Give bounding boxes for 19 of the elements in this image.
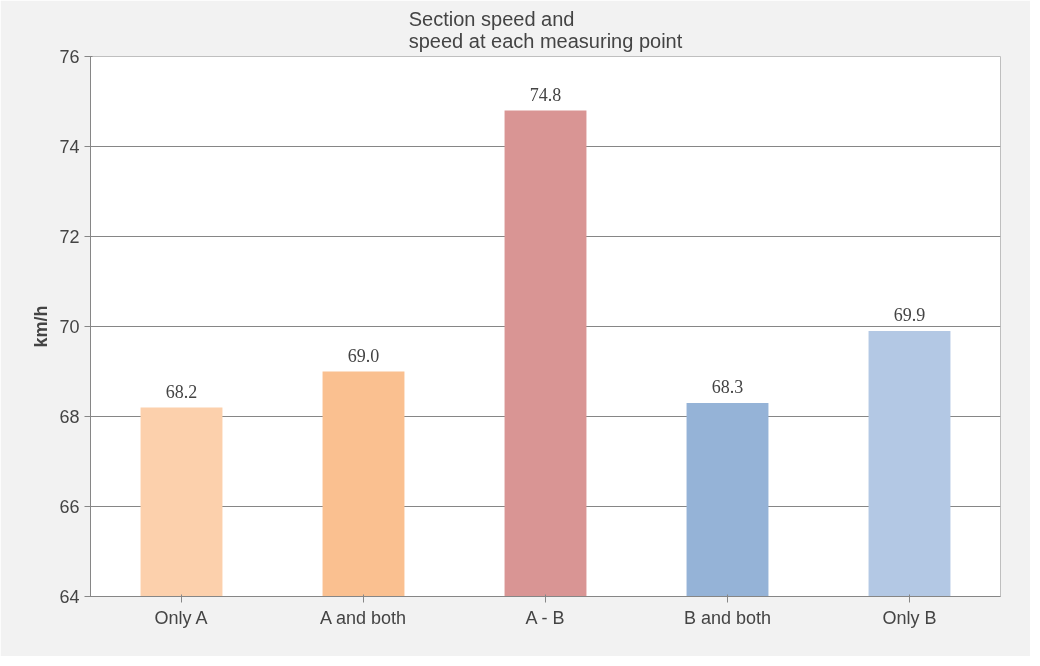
- data-label: 68.3: [711, 377, 744, 397]
- x-tick-label: Only A: [154, 607, 208, 628]
- x-tick-label: Only B: [882, 607, 937, 628]
- y-tick-label: 66: [59, 497, 80, 517]
- data-label: 74.8: [529, 84, 562, 105]
- y-tick-label: 70: [59, 317, 80, 337]
- y-tick-label: 64: [59, 587, 80, 607]
- x-tick-label: B and both: [683, 607, 772, 628]
- x-tick-label: A - B: [525, 607, 565, 628]
- data-label: 69.0: [347, 345, 380, 366]
- chart-title: Section speed and speed at each measuring point: [408, 7, 683, 52]
- y-tick-label: 68: [59, 407, 80, 427]
- y-tick-label: 74: [59, 137, 80, 157]
- y-tick-label: 76: [59, 47, 80, 67]
- data-label: 69.9: [893, 305, 926, 325]
- y-axis-title: km/h: [31, 305, 52, 348]
- x-tick-label: A and both: [319, 607, 407, 628]
- data-label: 68.2: [165, 381, 198, 402]
- y-tick-label: 72: [59, 227, 80, 247]
